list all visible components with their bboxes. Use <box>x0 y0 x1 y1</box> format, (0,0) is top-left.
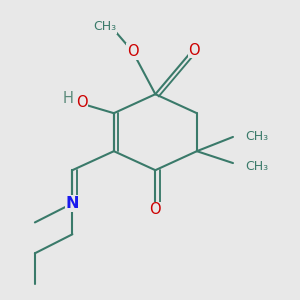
Text: H: H <box>63 92 74 106</box>
Text: O: O <box>149 202 161 217</box>
Text: O: O <box>188 43 200 58</box>
Text: O: O <box>127 44 138 59</box>
Text: CH₃: CH₃ <box>245 130 268 143</box>
Text: CH₃: CH₃ <box>245 160 268 172</box>
Text: O: O <box>76 95 88 110</box>
Text: CH₃: CH₃ <box>93 20 116 33</box>
Text: N: N <box>66 196 79 211</box>
